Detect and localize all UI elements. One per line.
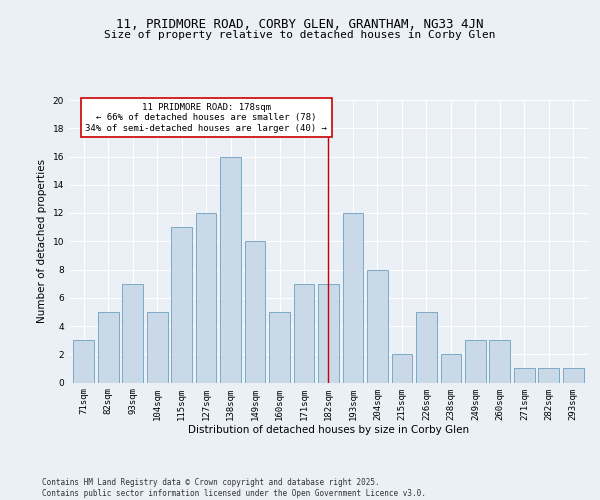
Y-axis label: Number of detached properties: Number of detached properties xyxy=(37,159,47,324)
Text: Size of property relative to detached houses in Corby Glen: Size of property relative to detached ho… xyxy=(104,30,496,40)
Bar xyxy=(490,340,510,382)
Text: Contains HM Land Registry data © Crown copyright and database right 2025.
Contai: Contains HM Land Registry data © Crown c… xyxy=(42,478,426,498)
X-axis label: Distribution of detached houses by size in Corby Glen: Distribution of detached houses by size … xyxy=(188,425,469,435)
Bar xyxy=(171,227,192,382)
Bar xyxy=(392,354,412,382)
Bar xyxy=(367,270,388,382)
Bar xyxy=(343,213,364,382)
Bar xyxy=(293,284,314,382)
Bar xyxy=(73,340,94,382)
Bar xyxy=(122,284,143,382)
Bar xyxy=(538,368,559,382)
Bar xyxy=(196,213,217,382)
Bar xyxy=(318,284,339,382)
Bar xyxy=(514,368,535,382)
Bar xyxy=(245,242,265,382)
Bar xyxy=(220,156,241,382)
Text: 11 PRIDMORE ROAD: 178sqm
← 66% of detached houses are smaller (78)
34% of semi-d: 11 PRIDMORE ROAD: 178sqm ← 66% of detach… xyxy=(85,103,327,132)
Bar xyxy=(98,312,119,382)
Bar xyxy=(563,368,584,382)
Bar xyxy=(147,312,167,382)
Text: 11, PRIDMORE ROAD, CORBY GLEN, GRANTHAM, NG33 4JN: 11, PRIDMORE ROAD, CORBY GLEN, GRANTHAM,… xyxy=(116,18,484,30)
Bar xyxy=(416,312,437,382)
Bar xyxy=(465,340,486,382)
Bar xyxy=(440,354,461,382)
Bar xyxy=(269,312,290,382)
